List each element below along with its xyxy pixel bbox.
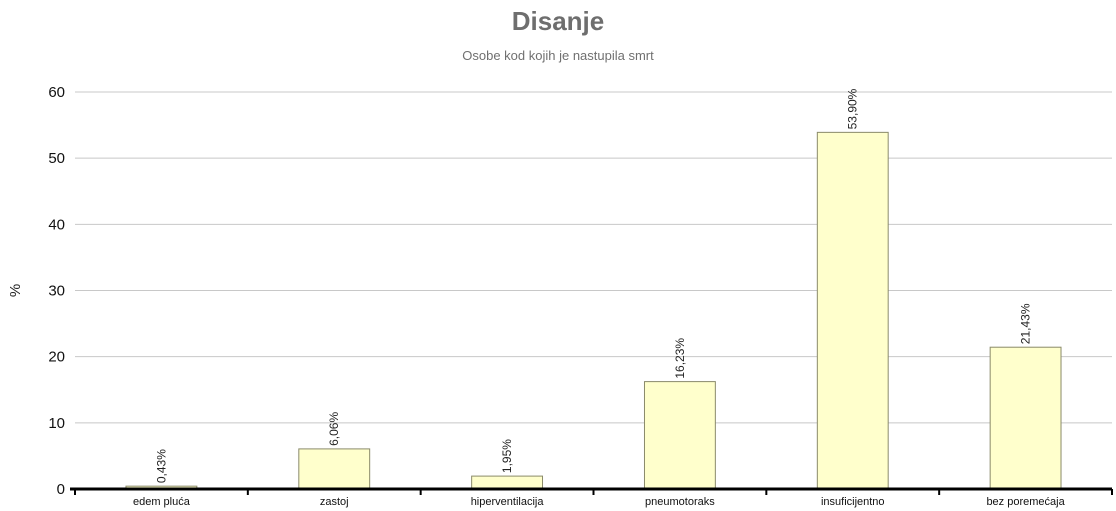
bars bbox=[125, 131, 1062, 490]
x-tick-label: edem pluća bbox=[133, 496, 191, 508]
y-tick-label: 10 bbox=[48, 415, 65, 432]
y-tick-label: 40 bbox=[48, 216, 65, 233]
data-label: 53,90% bbox=[846, 88, 860, 129]
y-tick-label: 0 bbox=[57, 481, 65, 498]
bar bbox=[298, 448, 371, 490]
y-axis-label: % bbox=[7, 284, 24, 297]
chart-title: Disanje bbox=[511, 6, 605, 36]
data-label: 1,95% bbox=[500, 439, 514, 473]
gridlines bbox=[75, 91, 1112, 424]
data-label: 16,23% bbox=[673, 338, 687, 379]
x-tick-label: zastoj bbox=[320, 496, 349, 508]
bar bbox=[989, 346, 1062, 490]
bar bbox=[816, 131, 889, 490]
data-label: 0,43% bbox=[154, 449, 168, 483]
x-tick-label: bez poremećaja bbox=[986, 496, 1065, 508]
x-tick-label: pneumotoraks bbox=[645, 496, 715, 508]
data-labels: 0,43% 6,06% 1,95% 16,23% 53,90% 21,43% bbox=[154, 88, 1032, 483]
x-tick-label: hiperventilacija bbox=[471, 496, 545, 508]
y-axis-ticks: 0 10 20 30 40 50 60 bbox=[48, 84, 65, 498]
y-tick-label: 20 bbox=[48, 349, 65, 366]
x-axis: edem pluća zastoj hiperventilacija pneumoto… bbox=[70, 487, 1113, 508]
data-label: 21,43% bbox=[1019, 303, 1033, 344]
x-tick-label: insuficijentno bbox=[821, 496, 885, 508]
y-tick-label: 50 bbox=[48, 150, 65, 167]
bar bbox=[471, 475, 544, 490]
bar bbox=[643, 381, 716, 490]
chart-subtitle: Osobe kod kojih je nastupila smrt bbox=[462, 48, 654, 63]
data-label: 6,06% bbox=[327, 412, 341, 446]
y-tick-label: 30 bbox=[48, 283, 65, 300]
y-tick-label: 60 bbox=[48, 84, 65, 101]
